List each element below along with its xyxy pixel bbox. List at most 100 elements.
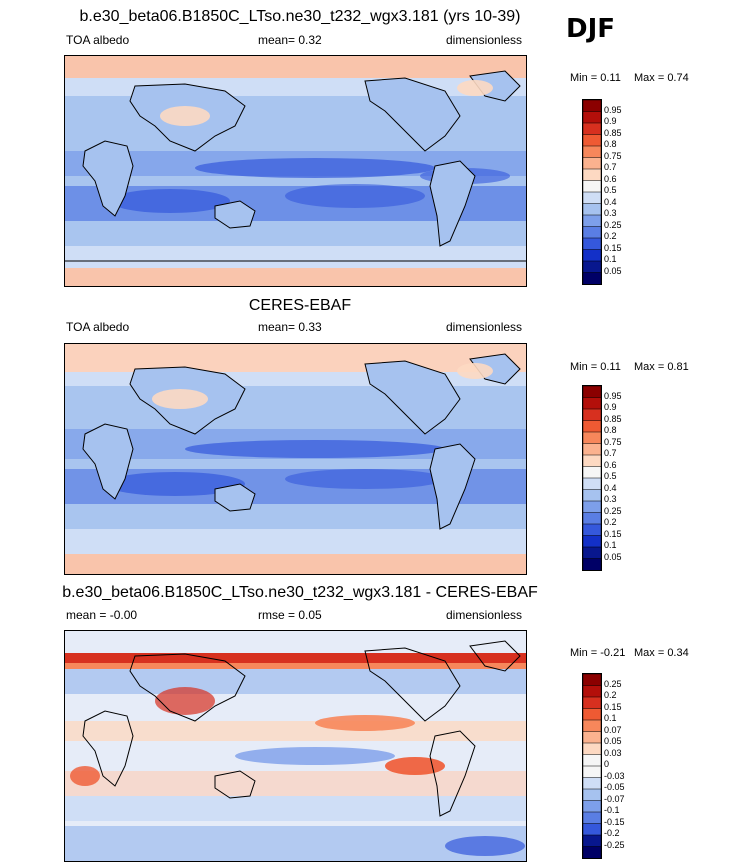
colorbar-swatch <box>582 477 602 491</box>
colorbar-tick-label: 0.1 <box>604 254 617 264</box>
panel-3-colorbar-swatches <box>582 673 602 859</box>
colorbar-swatch <box>582 512 602 525</box>
colorbar-swatch <box>582 408 602 422</box>
colorbar-swatch <box>582 272 602 285</box>
colorbar-swatch <box>582 214 602 228</box>
colorbar-swatch <box>582 431 602 445</box>
colorbar-tick-label: 0.8 <box>604 425 617 435</box>
colorbar-tick-label: 0.9 <box>604 402 617 412</box>
colorbar-tick-label: 0.4 <box>604 482 617 493</box>
colorbar-tick-label: 0.4 <box>604 196 617 207</box>
colorbar-tick-label: -0.03 <box>604 770 625 781</box>
colorbar-tick-label: 0.7 <box>604 162 617 172</box>
panel-2-map <box>64 343 527 575</box>
panel-1-max: Max = 0.74 <box>634 72 689 84</box>
colorbar-tick-label: 0.15 <box>604 242 622 253</box>
colorbar-tick-label: 0.6 <box>604 173 617 184</box>
colorbar-tick-label: 0.3 <box>604 208 617 218</box>
colorbar-swatch <box>582 800 602 813</box>
colorbar-swatch <box>582 719 602 733</box>
colorbar-tick-label: 0.25 <box>604 219 622 230</box>
colorbar-swatch <box>582 823 602 836</box>
colorbar-tick-label: 0.1 <box>604 540 617 550</box>
colorbar-swatch <box>582 122 602 136</box>
colorbar-tick-label: 0.1 <box>604 713 617 723</box>
panel-3-map-field <box>65 631 526 861</box>
colorbar-tick-label: 0.05 <box>604 265 622 276</box>
panel-3-units: dimensionless <box>446 608 523 622</box>
panel-3-title: b.e30_beta06.B1850C_LTso.ne30_t232_wgx3.… <box>62 584 538 601</box>
colorbar-tick-label: 0.05 <box>604 736 622 746</box>
colorbar-swatch <box>582 546 602 560</box>
colorbar-tick-label: -0.07 <box>604 793 625 804</box>
colorbar-swatch <box>582 226 602 239</box>
panel-3-colorbar-labels: 0.25 0.2 0.15 0.1 0.07 0.05 0.03 0 -0.03 -0.05 -0.… <box>604 673 644 857</box>
colorbar-tick-label: 0.85 <box>604 127 622 138</box>
colorbar-swatch <box>582 535 602 548</box>
colorbar-swatch <box>582 454 602 468</box>
panel-2-map-field <box>65 344 526 574</box>
colorbar-tick-label: 0.05 <box>604 551 622 562</box>
colorbar-tick-label: 0.25 <box>604 505 622 516</box>
colorbar-tick-label: 0.25 <box>604 678 622 689</box>
colorbar-swatch <box>582 466 602 479</box>
colorbar-tick-label: 0.2 <box>604 231 617 241</box>
panel-2-colorbar-swatches <box>582 385 602 571</box>
colorbar-tick-label: -0.25 <box>604 839 625 850</box>
colorbar-swatch <box>582 237 602 251</box>
panel-2-colorbar-labels: 0.95 0.9 0.85 0.8 0.75 0.7 0.6 0.5 0.4 0.3 0.25 0.2… <box>604 385 644 569</box>
panel-1-mean: mean= 0.32 <box>258 33 322 47</box>
colorbar-swatch <box>582 811 602 825</box>
panel-3-rmse: rmse = 0.05 <box>258 608 322 622</box>
panel-1-map-field <box>65 56 526 286</box>
colorbar-swatch <box>582 742 602 756</box>
colorbar-tick-label: 0.5 <box>604 471 617 481</box>
panel-2-title: CERES-EBAF <box>248 297 352 314</box>
panel-2-min: Min = 0.11 <box>570 361 621 373</box>
colorbar-swatch <box>582 708 602 721</box>
colorbar-swatch <box>582 673 602 687</box>
colorbar-swatch <box>582 489 602 502</box>
colorbar-tick-label: -0.1 <box>604 805 620 815</box>
colorbar-swatch <box>582 558 602 571</box>
colorbar-tick-label: 0.75 <box>604 150 622 161</box>
colorbar-tick-label: 0.7 <box>604 448 617 458</box>
colorbar-tick-label: 0.6 <box>604 459 617 470</box>
panel-2-mean: mean= 0.33 <box>258 320 322 334</box>
colorbar-swatch <box>582 834 602 848</box>
colorbar-swatch <box>582 500 602 514</box>
colorbar-tick-label: -0.05 <box>604 782 625 792</box>
colorbar-swatch <box>582 788 602 802</box>
colorbar-swatch <box>582 846 602 859</box>
colorbar-swatch <box>582 685 602 698</box>
panel-2-variable: TOA albedo <box>66 320 130 334</box>
colorbar-tick-label: 0.8 <box>604 139 617 149</box>
colorbar-swatch <box>582 260 602 274</box>
colorbar-swatch <box>582 731 602 744</box>
colorbar-tick-label: 0.95 <box>604 104 622 115</box>
colorbar-swatch <box>582 397 602 410</box>
colorbar-tick-label: -0.2 <box>604 828 620 838</box>
panel-3-min: Min = -0.21 <box>570 647 626 659</box>
colorbar-tick-label: 0.07 <box>604 724 622 735</box>
colorbar-swatch <box>582 191 602 205</box>
colorbar-tick-label: -0.15 <box>604 816 625 827</box>
colorbar-swatch <box>582 180 602 193</box>
panel-2-max: Max = 0.81 <box>634 361 689 373</box>
colorbar-tick-label: 0.5 <box>604 185 617 195</box>
panel-3-max: Max = 0.34 <box>634 647 689 659</box>
colorbar-tick-label: 0.85 <box>604 413 622 424</box>
colorbar-tick-label: 0.15 <box>604 701 622 712</box>
colorbar-swatch <box>582 145 602 159</box>
panel-3-map <box>64 630 527 862</box>
colorbar-swatch <box>582 168 602 182</box>
season-label: DJF <box>566 14 616 44</box>
colorbar-tick-label: 0.03 <box>604 747 622 758</box>
colorbar-swatch <box>582 99 602 113</box>
panel-1-colorbar-swatches <box>582 99 602 285</box>
panel-1-colorbar-labels: 0.95 0.9 0.85 0.8 0.75 0.7 0.6 0.5 0.4 0.3 0.25 0.2… <box>604 99 644 283</box>
panel-1-colorbar <box>582 99 602 285</box>
colorbar-tick-label: 0.9 <box>604 116 617 126</box>
colorbar-swatch <box>582 111 602 124</box>
panel-2-colorbar <box>582 385 602 571</box>
